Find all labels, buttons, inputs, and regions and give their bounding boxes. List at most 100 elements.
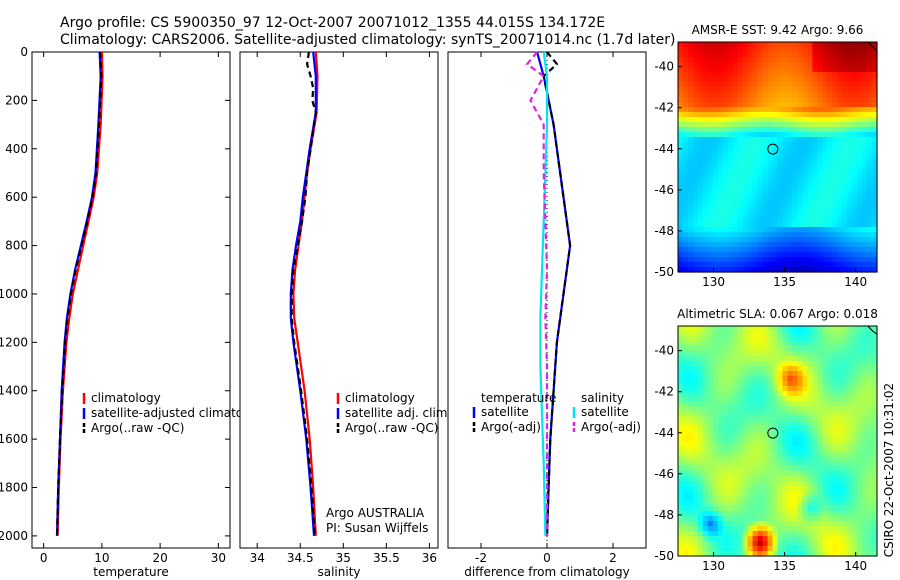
heatmap-cell [792, 456, 798, 462]
heatmap-cell [857, 526, 863, 532]
heatmap-cell [762, 242, 769, 248]
heatmap-cell [712, 371, 719, 377]
heatmap-cell [802, 182, 808, 188]
heatmap-cell [752, 396, 759, 402]
heatmap-cell [847, 57, 853, 63]
heatmap-cell [747, 237, 754, 243]
heatmap-cell [782, 117, 789, 123]
heatmap-cell [852, 486, 858, 492]
heatmap-cell [717, 177, 724, 183]
heatmap-cell [687, 391, 694, 397]
heatmap-cell [792, 47, 798, 53]
heatmap-cell [832, 267, 838, 273]
heatmap-cell [742, 521, 749, 527]
heatmap-cell [692, 147, 699, 153]
heatmap-cell [802, 82, 808, 88]
heatmap-cell [862, 436, 868, 442]
heatmap-cell [872, 536, 878, 542]
heatmap-cell [687, 267, 694, 273]
heatmap-cell [867, 57, 873, 63]
heatmap-cell [697, 506, 704, 512]
heatmap-cell [687, 222, 694, 228]
heatmap-cell [757, 122, 764, 128]
heatmap-cell [752, 237, 759, 243]
heatmap-cell [707, 396, 714, 402]
heatmap-cell [737, 62, 744, 68]
heatmap-cell [837, 371, 843, 377]
heatmap-cell [737, 247, 744, 253]
heatmap-cell [692, 366, 699, 372]
heatmap-cell [697, 102, 704, 108]
heatmap-cell [717, 92, 724, 98]
heatmap-cell [678, 501, 684, 507]
heatmap-cell [712, 526, 719, 532]
heatmap-cell [812, 331, 818, 337]
heatmap-cell [822, 511, 828, 517]
heatmap-cell [682, 117, 689, 123]
heatmap-cell [692, 92, 699, 98]
heatmap-cell [822, 127, 828, 133]
y-tick-label: -42 [654, 101, 674, 115]
heatmap-cell [678, 182, 684, 188]
heatmap-cell [697, 207, 704, 213]
heatmap-cell [752, 252, 759, 258]
heatmap-cell [847, 546, 853, 552]
y-tick-label: 400 [5, 142, 28, 156]
heatmap-cell [678, 331, 684, 337]
heatmap-cell [747, 92, 754, 98]
heatmap-cell [832, 197, 838, 203]
heatmap-cell [747, 47, 754, 53]
heatmap-cell [822, 172, 828, 178]
heatmap-cell [837, 102, 843, 108]
heatmap-cell [757, 401, 764, 407]
heatmap-cell [767, 441, 774, 447]
heatmap-cell [762, 137, 769, 143]
heatmap-cell [747, 371, 754, 377]
heatmap-cell [762, 237, 769, 243]
heatmap-cell [847, 341, 853, 347]
heatmap-cell [717, 237, 724, 243]
heatmap-cell [852, 252, 858, 258]
heatmap-cell [707, 177, 714, 183]
heatmap-cell [837, 262, 843, 268]
heatmap-cell [832, 516, 838, 522]
heatmap-cell [692, 237, 699, 243]
heatmap-cell [777, 152, 784, 158]
heatmap-cell [697, 361, 704, 367]
heatmap-cell [757, 202, 764, 208]
heatmap-cell [717, 386, 724, 392]
heatmap-cell [747, 172, 754, 178]
heatmap-cell [867, 431, 873, 437]
heatmap-cell [782, 102, 789, 108]
heatmap-cell [852, 242, 858, 248]
heatmap-cell [847, 92, 853, 98]
heatmap-cell [742, 446, 749, 452]
heatmap-cell [772, 406, 779, 412]
heatmap-cell [802, 77, 808, 83]
heatmap-cell [747, 182, 754, 188]
heatmap-cell [747, 361, 754, 367]
heatmap-cell [717, 67, 724, 73]
heatmap-cell [777, 97, 784, 103]
heatmap-cell [812, 187, 818, 193]
heatmap-cell [687, 87, 694, 93]
heatmap-cell [722, 371, 729, 377]
heatmap-cell [737, 217, 744, 223]
heatmap-cell [827, 157, 833, 163]
heatmap-cell [687, 536, 694, 542]
heatmap-cell [767, 391, 774, 397]
heatmap-cell [702, 396, 709, 402]
heatmap-cell [742, 461, 749, 467]
heatmap-cell [807, 152, 813, 158]
heatmap-cell [732, 82, 739, 88]
heatmap-cell [747, 187, 754, 193]
heatmap-cell [692, 87, 699, 93]
heatmap-cell [712, 406, 719, 412]
heatmap-cell [832, 232, 838, 238]
heatmap-cell [747, 117, 754, 123]
heatmap-cell [682, 197, 689, 203]
heatmap-cell [712, 147, 719, 153]
heatmap-cell [787, 82, 794, 88]
heatmap-cell [712, 162, 719, 168]
heatmap-cell [822, 207, 828, 213]
